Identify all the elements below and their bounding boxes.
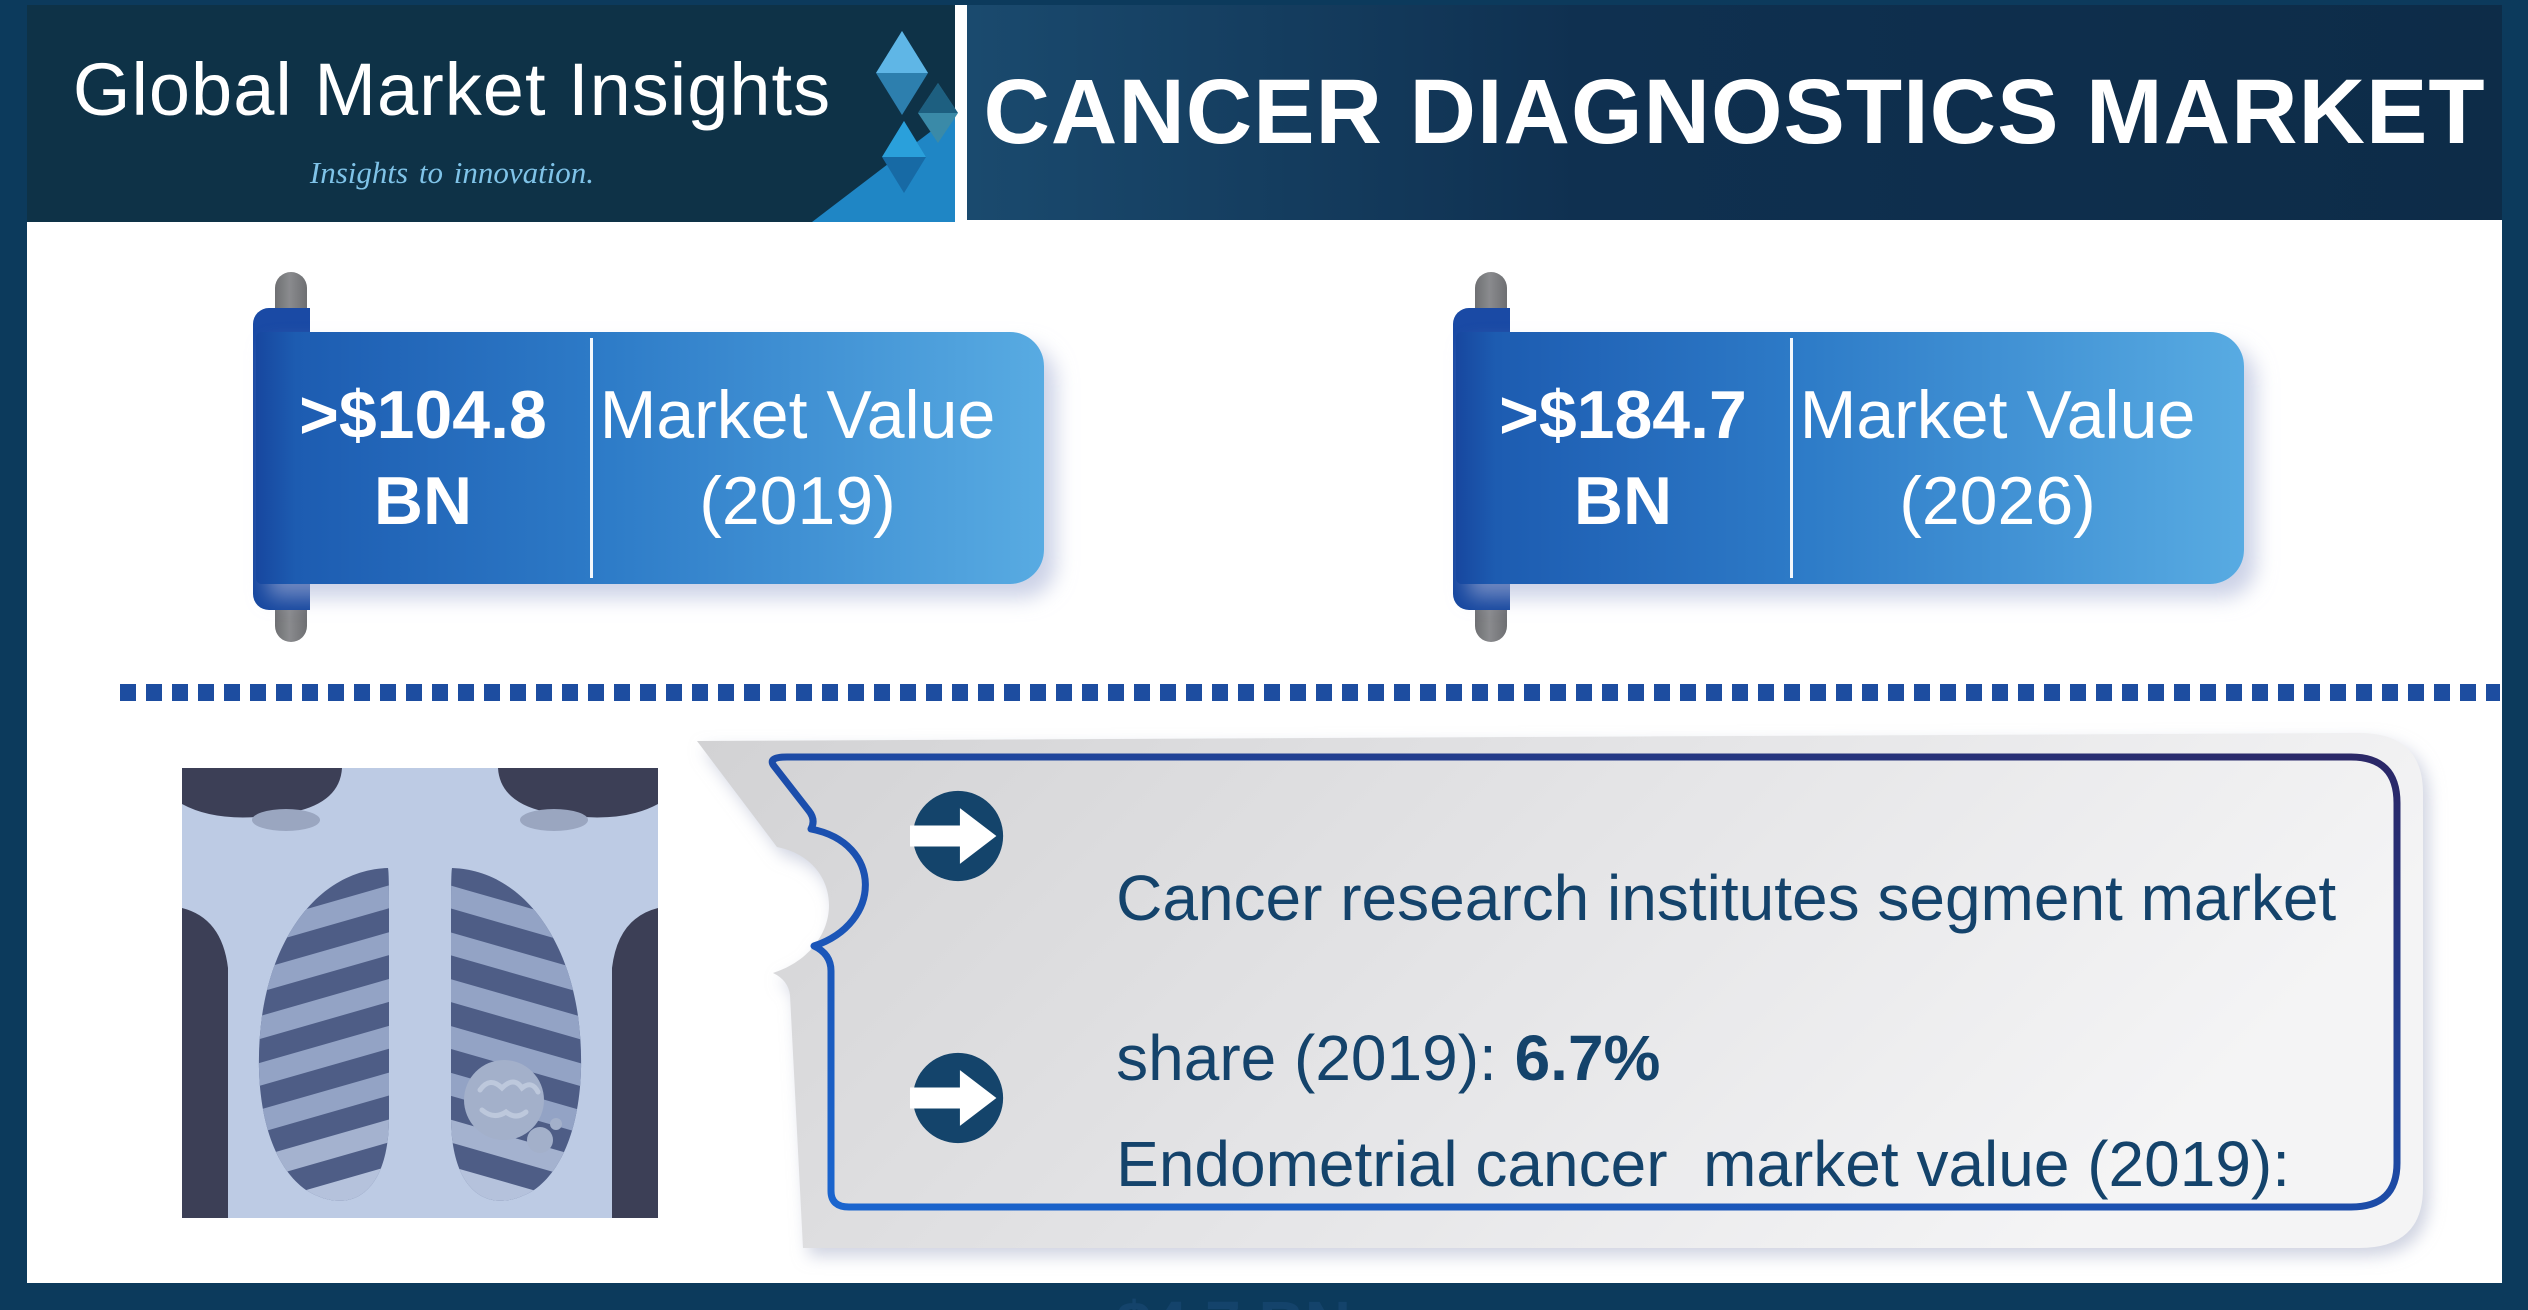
stat-label: Market Value xyxy=(599,377,996,453)
panel-border xyxy=(768,753,2401,1211)
highlight-value: 6.7% xyxy=(1514,1022,1661,1094)
stat-year: (2019) xyxy=(699,463,896,539)
page-title: CANCER DIAGNOSTICS MARKET xyxy=(983,61,2486,163)
frame-right xyxy=(2502,0,2528,1310)
stat-unit: BN xyxy=(373,463,473,539)
stat-unit: BN xyxy=(1573,463,1673,539)
dotted-divider xyxy=(120,684,2500,701)
stat-ribbon: >$184.7 BN Market Value (2026) xyxy=(1456,332,2244,584)
arrow-circle-icon xyxy=(910,790,1004,882)
header-band: CANCER DIAGNOSTICS MARKET xyxy=(967,5,2502,220)
brand-tagline: Insights to innovation. xyxy=(309,155,595,190)
panel-background xyxy=(697,733,2423,1248)
stat-label-cell: Market Value (2026) xyxy=(1793,332,2244,584)
ribbon-divider xyxy=(1790,338,1793,578)
brand-name: Global Market Insights xyxy=(72,48,832,131)
ribbon-divider xyxy=(590,338,593,578)
stat-value-cell: >$104.8 BN xyxy=(256,332,590,584)
stat-banner-2019: >$104.8 BN Market Value (2019) xyxy=(253,272,1053,644)
tumor-illustration xyxy=(464,1060,562,1153)
stat-label: Market Value xyxy=(1799,377,2196,453)
highlight-line1: Endometrial cancer market value (2019): xyxy=(1116,1128,2290,1200)
stat-ribbon: >$104.8 BN Market Value (2019) xyxy=(256,332,1044,584)
highlight-item: Endometrial cancer market value (2019): … xyxy=(1045,1044,2405,1310)
diamond-cluster-icon xyxy=(876,31,958,193)
arrow-circle-icon xyxy=(910,1052,1004,1144)
highlight-item: Cancer research institutes segment marke… xyxy=(1045,778,2405,1178)
frame-left xyxy=(0,0,27,1310)
stat-value: >$104.8 xyxy=(299,377,547,453)
stat-banner-2026: >$184.7 BN Market Value (2026) xyxy=(1453,272,2253,644)
highlight-line2: share (2019): xyxy=(1116,1022,1515,1094)
frame-bottom xyxy=(0,1283,2528,1310)
brand-logo-panel: Global Market Insights Insights to innov… xyxy=(27,5,958,222)
frame-top xyxy=(0,0,2528,5)
chest-xray-illustration xyxy=(182,768,658,1218)
stat-label-cell: Market Value (2019) xyxy=(593,332,1044,584)
stat-year: (2026) xyxy=(1899,463,2096,539)
highlight-line1: Cancer research institutes segment marke… xyxy=(1116,862,2337,934)
highlight-value: $4.7 BN xyxy=(1116,1288,1351,1310)
stat-value: >$184.7 xyxy=(1499,377,1747,453)
stat-value-cell: >$184.7 BN xyxy=(1456,332,1790,584)
highlights-panel xyxy=(697,733,2423,1248)
